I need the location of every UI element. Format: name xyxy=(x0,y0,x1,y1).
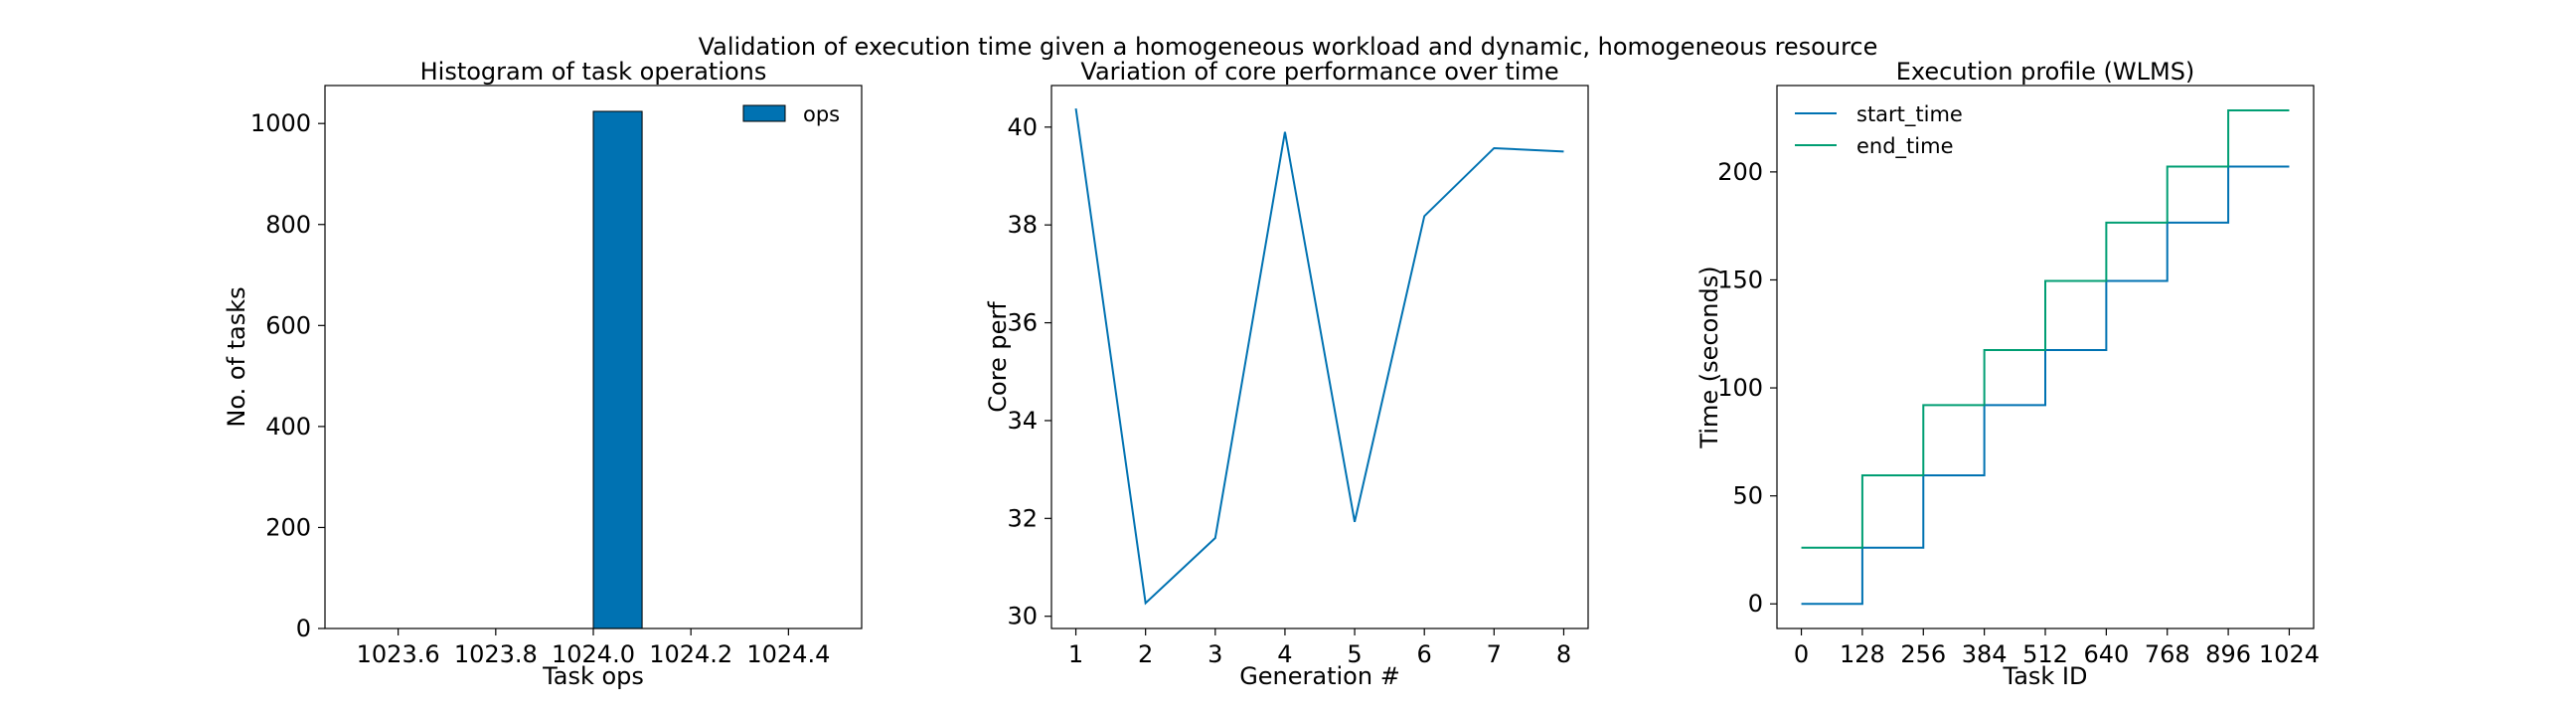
exec-profile-y-ticks: 0 50 100 150 200 xyxy=(1717,158,1777,618)
x-tick-label: 384 xyxy=(1962,640,2008,668)
core-perf-x-label: Generation # xyxy=(1239,662,1400,690)
exec-profile-lines xyxy=(1801,108,2290,606)
y-tick-label: 32 xyxy=(1007,504,1038,532)
legend-label-start-time: start_time xyxy=(1856,102,1963,127)
x-tick-label: 7 xyxy=(1487,640,1502,668)
y-tick-label: 1000 xyxy=(250,109,311,137)
histogram-legend: ops xyxy=(742,102,840,126)
exec-profile-legend: start_time end_time xyxy=(1795,102,1963,159)
histogram-bars xyxy=(592,110,643,629)
x-tick-label: 896 xyxy=(2205,640,2251,668)
x-tick-label: 128 xyxy=(1840,640,1885,668)
core-perf-frame xyxy=(1050,85,1589,629)
histogram-y-ticks: 0 200 400 600 800 1000 xyxy=(250,109,325,642)
x-tick-label: 1 xyxy=(1068,640,1083,668)
x-tick-label: 1024 xyxy=(2259,640,2320,668)
legend-label-end-time: end_time xyxy=(1856,134,1954,159)
x-tick-label: 6 xyxy=(1417,640,1432,668)
y-tick-label: 50 xyxy=(1732,482,1763,510)
y-tick-label: 36 xyxy=(1007,309,1038,337)
histogram-y-label: No. of tasks xyxy=(223,286,250,427)
figure-suptitle: Validation of execution time given a hom… xyxy=(699,33,1878,61)
x-tick-label: 1023.8 xyxy=(454,640,538,668)
y-tick-label: 200 xyxy=(1717,158,1763,186)
y-tick-label: 30 xyxy=(1007,603,1038,630)
y-tick-label: 150 xyxy=(1717,266,1763,293)
y-tick-label: 800 xyxy=(265,211,311,239)
exec-profile-y-label: Time (seconds) xyxy=(1695,266,1723,448)
x-tick-label: 256 xyxy=(1900,640,1946,668)
x-tick-label: 1024.4 xyxy=(746,640,830,668)
y-tick-label: 40 xyxy=(1007,113,1038,141)
exec-profile-frame xyxy=(1776,85,2315,629)
y-tick-label: 0 xyxy=(296,615,311,642)
core-perf-title: Variation of core performance over time xyxy=(1080,58,1558,86)
histogram-frame xyxy=(324,85,863,629)
y-tick-label: 38 xyxy=(1007,211,1038,239)
x-tick-label: 1024.0 xyxy=(552,640,635,668)
x-tick-label: 2 xyxy=(1138,640,1153,668)
y-tick-label: 100 xyxy=(1717,374,1763,402)
histogram-x-ticks: 1023.6 1023.8 1024.0 1024.2 1024.4 xyxy=(357,628,830,668)
x-tick-label: 1023.6 xyxy=(357,640,440,668)
core-perf-series-line xyxy=(1074,107,1564,606)
end-time-step-line xyxy=(1801,108,2290,549)
core-perf-y-ticks: 30 32 34 36 38 40 xyxy=(1007,113,1051,630)
x-tick-label: 4 xyxy=(1277,640,1292,668)
legend-label-ops: ops xyxy=(803,102,840,126)
core-perf-panel: Variation of core performance over time … xyxy=(984,58,1589,690)
exec-profile-x-ticks: 0 128 256 384 512 640 768 896 1024 xyxy=(1794,628,2320,668)
x-tick-label: 640 xyxy=(2083,640,2129,668)
core-perf-y-label: Core perf xyxy=(984,301,1012,413)
start-time-step-line xyxy=(1801,165,2290,606)
legend-swatch-ops xyxy=(742,104,786,122)
x-tick-label: 512 xyxy=(2022,640,2068,668)
x-tick-label: 5 xyxy=(1347,640,1362,668)
y-tick-label: 0 xyxy=(1748,590,1763,618)
x-tick-label: 768 xyxy=(2145,640,2190,668)
x-tick-label: 3 xyxy=(1208,640,1222,668)
y-tick-label: 600 xyxy=(265,311,311,339)
histogram-title: Histogram of task operations xyxy=(420,58,767,86)
exec-profile-title: Execution profile (WLMS) xyxy=(1896,58,2195,86)
y-tick-label: 34 xyxy=(1007,407,1038,435)
histogram-x-label: Task ops xyxy=(542,662,644,690)
histogram-bar xyxy=(592,110,643,629)
exec-profile-panel: Execution profile (WLMS) 0 128 256 384 512 64… xyxy=(1695,58,2320,690)
exec-profile-x-label: Task ID xyxy=(2003,662,2088,690)
x-tick-label: 8 xyxy=(1556,640,1571,668)
y-tick-label: 200 xyxy=(265,513,311,541)
core-perf-x-ticks: 1 2 3 4 5 6 7 8 xyxy=(1068,628,1571,668)
core-perf-line xyxy=(1074,107,1564,606)
histogram-panel: Histogram of task operations 1023.6 1023.… xyxy=(223,58,863,690)
y-tick-label: 400 xyxy=(265,413,311,441)
x-tick-label: 1024.2 xyxy=(649,640,732,668)
x-tick-label: 0 xyxy=(1794,640,1809,668)
